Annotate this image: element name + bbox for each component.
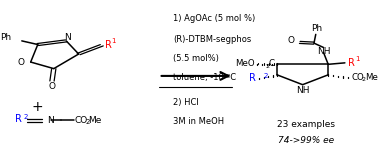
Text: R: R [105, 40, 112, 49]
Text: 2: 2 [85, 119, 90, 125]
Text: C: C [269, 59, 275, 68]
Text: 2: 2 [23, 114, 28, 120]
Text: NH: NH [317, 47, 330, 56]
Text: 2: 2 [362, 77, 366, 82]
Text: 1) AgOAc (5 mol %): 1) AgOAc (5 mol %) [173, 14, 255, 24]
Text: 74->99% ee: 74->99% ee [278, 136, 334, 145]
Text: MeO: MeO [235, 59, 255, 68]
Text: 2: 2 [265, 64, 269, 69]
Text: CO: CO [351, 73, 364, 82]
Text: CO: CO [74, 116, 88, 125]
Text: +: + [32, 100, 43, 114]
Text: Ph: Ph [311, 24, 322, 33]
Text: (R)-DTBM-segphos: (R)-DTBM-segphos [173, 35, 251, 44]
Text: 2: 2 [263, 73, 268, 79]
Text: O: O [48, 82, 56, 91]
Text: Me: Me [365, 73, 378, 82]
Text: R: R [15, 114, 22, 124]
Text: NH: NH [296, 86, 309, 95]
Text: 1: 1 [112, 38, 116, 44]
Text: 3M in MeOH: 3M in MeOH [173, 117, 224, 126]
Text: 2) HCl: 2) HCl [173, 98, 198, 107]
Text: 23 examples: 23 examples [277, 120, 335, 129]
Text: R: R [348, 58, 355, 68]
Text: (5.5 mol%): (5.5 mol%) [173, 54, 219, 63]
Text: toluene, -10 ºC: toluene, -10 ºC [173, 73, 236, 82]
Text: N: N [65, 33, 71, 42]
Text: Me: Me [88, 116, 102, 125]
Text: O: O [287, 36, 294, 45]
Text: O: O [17, 58, 24, 67]
Text: Ph: Ph [0, 33, 11, 42]
Text: N: N [47, 116, 54, 125]
Text: R: R [249, 73, 256, 83]
Text: 1: 1 [356, 56, 360, 62]
